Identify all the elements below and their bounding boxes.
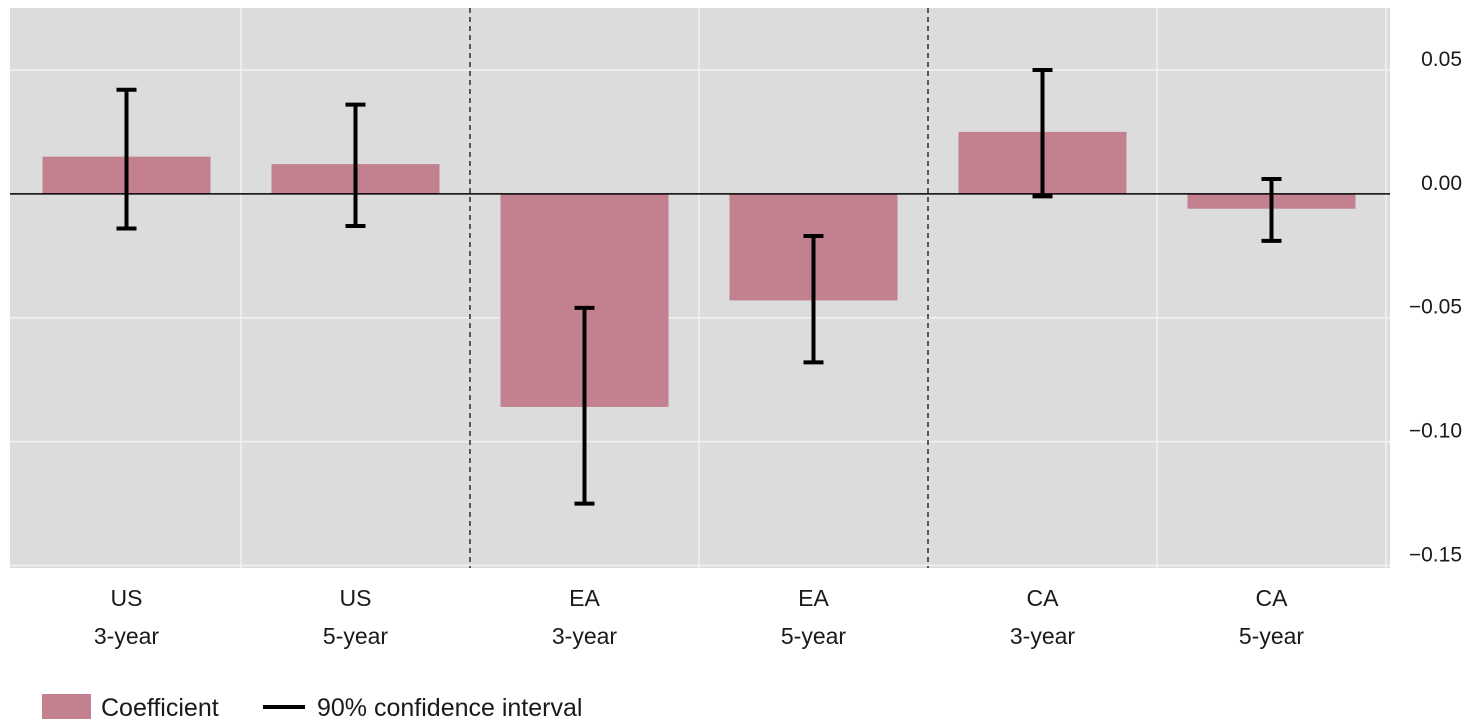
x-tick-label-4-region: CA [1027,585,1060,611]
x-tick-label-3-tenor: 5-year [781,623,847,649]
group-separators [469,8,929,568]
x-tick-label-5-tenor: 5-year [1239,623,1305,649]
legend-label-coefficient: Coefficient [101,694,219,722]
x-tick-label-0-region: US [111,585,143,611]
legend: Coefficient 90% confidence interval [42,694,582,722]
x-axis-ticks: US 3-year US 5-year EA 3-year EA 5-year CA 3-year… [94,585,1305,649]
y-tick-label-4: −0.15 [1409,544,1462,567]
y-axis-ticks: 0.05 0.00 −0.05 −0.10 −0.15 [1409,48,1462,567]
y-tick-label-3: −0.10 [1409,420,1462,443]
x-tick-label-5-region: CA [1256,585,1289,611]
x-tick-label-1-tenor: 5-year [323,623,389,649]
x-tick-label-3-region: EA [798,585,829,611]
y-tick-label-1: 0.00 [1421,172,1462,195]
x-tick-label-2-tenor: 3-year [552,623,618,649]
x-tick-label-1-region: US [340,585,372,611]
legend-label-ci: 90% confidence interval [317,694,582,722]
confidence-intervals [116,67,1282,506]
y-tick-label-0: 0.05 [1421,48,1462,71]
y-tick-label-2: −0.05 [1409,296,1462,319]
x-tick-label-4-tenor: 3-year [1010,623,1076,649]
x-tick-label-2-region: EA [569,585,600,611]
legend-swatch-coefficient [42,694,91,719]
x-tick-label-0-tenor: 3-year [94,623,160,649]
plot-panel [10,8,1390,568]
